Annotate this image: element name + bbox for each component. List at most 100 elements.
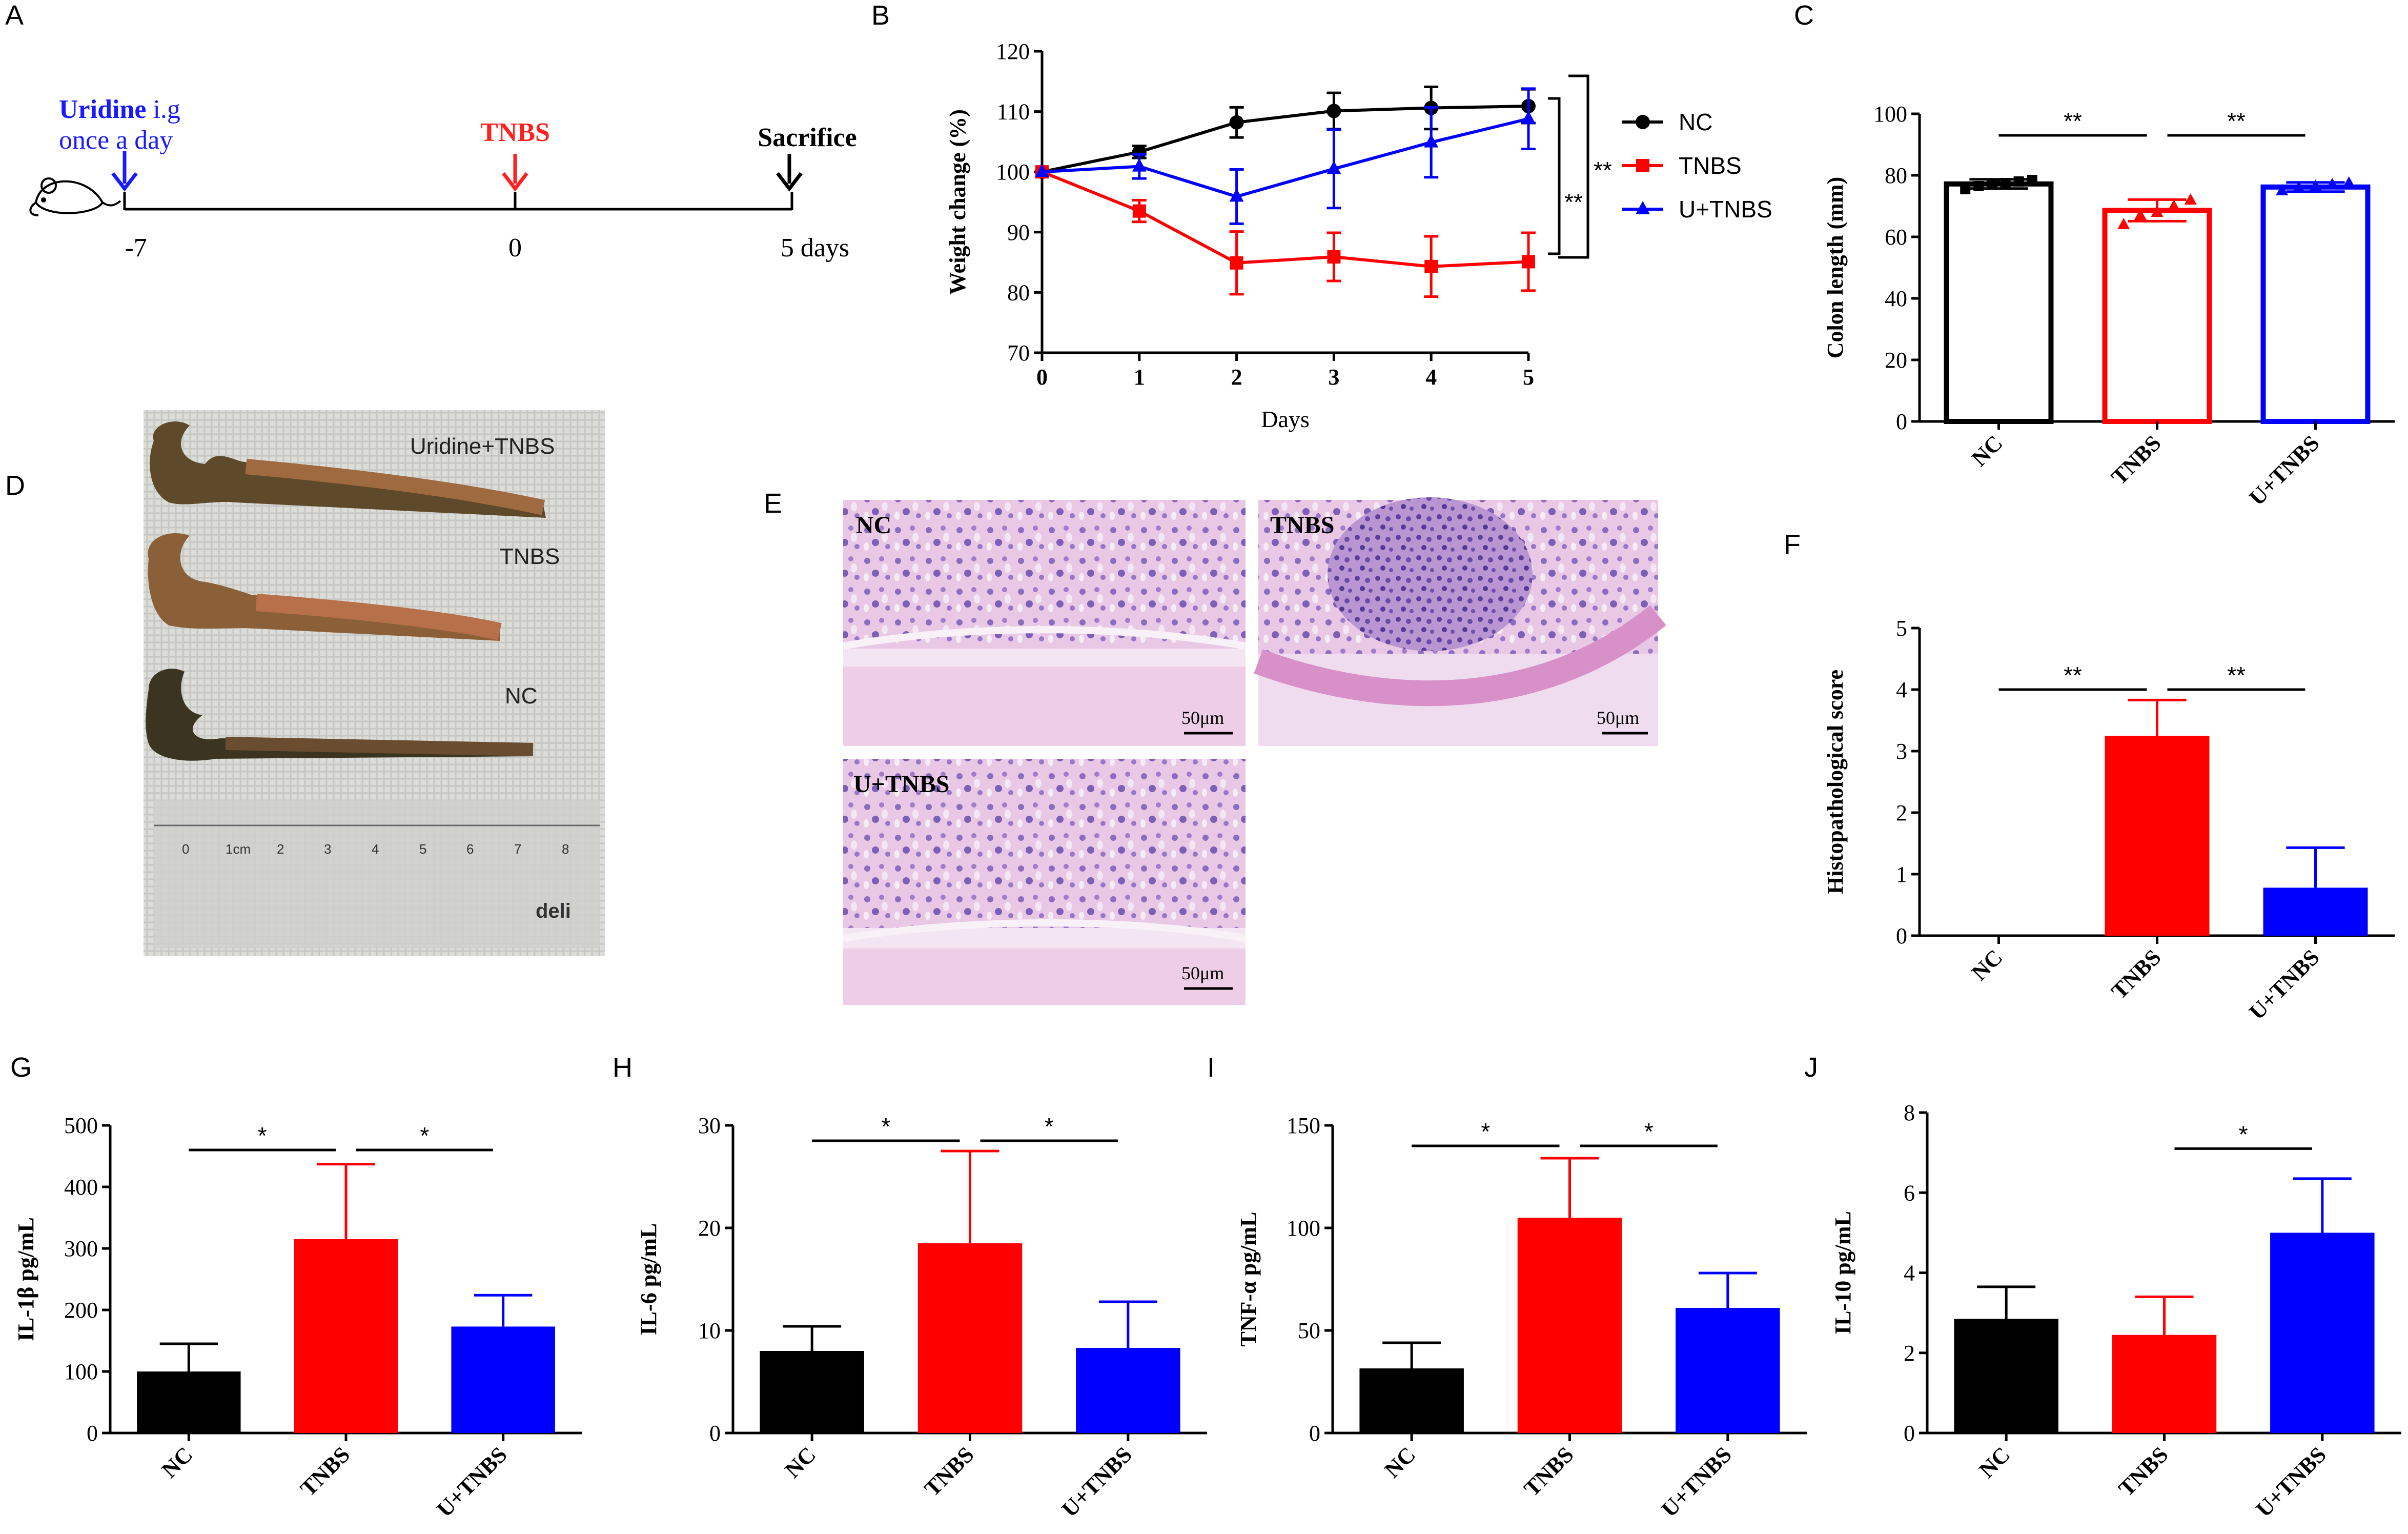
ruler-tick-3: 3: [324, 841, 331, 857]
histology-tnbs: TNBS 50μm: [1254, 497, 1666, 746]
time-start: -7: [125, 233, 147, 263]
bar-tnbs: [1517, 1218, 1622, 1433]
ruler: 0 1cm 2 3 4 5 6 7 8 deli: [154, 800, 600, 948]
data-point: [2000, 178, 2011, 188]
bar-utnbs: [1676, 1308, 1780, 1433]
chart-h-il6: 0 10 20 30 IL-6 pg/mL NC TNBS U+TNBS * *: [636, 1113, 1207, 1522]
x-tick-label: U+TNBS: [432, 1442, 512, 1522]
x-tick-label: NC: [1967, 944, 2008, 985]
panel-letter-g: G: [10, 1052, 32, 1083]
significance-label: *: [420, 1122, 429, 1149]
y-tick-label: 70: [1007, 340, 1030, 366]
uridine-arrow: [111, 151, 138, 192]
histology-label-nc: NC: [856, 512, 891, 539]
ruler-tick-6: 6: [466, 841, 474, 857]
y-tick-label: 4: [1896, 677, 1907, 702]
bar-tnbs: [294, 1239, 398, 1433]
y-tick-label: 120: [996, 39, 1030, 64]
photo-label-uridine-tnbs: Uridine+TNBS: [410, 434, 555, 459]
x-tick-label: U+TNBS: [1657, 1442, 1737, 1522]
data-point: [2326, 178, 2339, 189]
y-tick-label: 60: [1885, 225, 1907, 250]
photo-label-tnbs: TNBS: [500, 544, 560, 569]
significance-label: **: [2227, 662, 2246, 689]
panel-a-timeline: Uridine i.g once a day TNBS Sacrifice -7…: [29, 95, 857, 263]
time-mid: 0: [508, 233, 522, 263]
data-point: [1987, 179, 1997, 190]
ruler-tick-4: 4: [372, 841, 379, 857]
significance-label: **: [1594, 157, 1612, 184]
significance-label: *: [1644, 1118, 1654, 1145]
bar-utnbs: [2263, 887, 2368, 936]
panel-letter-d: D: [5, 470, 25, 501]
chart-b-weight-change: 70 80 90 100 110 120 Weight change (%) 0 1 2 3 4 5 Da…: [945, 39, 1772, 432]
x-tick-label: NC: [780, 1442, 821, 1483]
bar-tnbs: [2105, 736, 2210, 936]
chart-c-colon-length: 0 20 40 60 80 100 Colon length (mm) NC TNBS U+TNB…: [1823, 102, 2395, 511]
ruler-tick-7: 7: [514, 841, 521, 857]
x-tick-label: U+TNBS: [1057, 1442, 1137, 1522]
x-tick-label: 0: [1036, 365, 1048, 390]
significance-bracket-inner: [1548, 97, 1561, 255]
y-tick-label: 20: [1885, 348, 1907, 373]
y-tick-label: 400: [64, 1175, 98, 1200]
significance-label: **: [1564, 189, 1583, 215]
y-tick-label: 100: [1873, 102, 1907, 127]
legend-marker: [1636, 201, 1650, 214]
y-tick-label: 0: [1896, 923, 1907, 948]
bar-utnbs: [2260, 184, 2371, 424]
bar-nc: [1359, 1368, 1464, 1433]
y-tick-label: 200: [64, 1298, 98, 1323]
time-end: 5 days: [781, 233, 849, 263]
y-tick-label: 0: [1309, 1421, 1320, 1446]
y-axis-label: Weight change (%): [945, 109, 970, 295]
panel-letter-j: J: [1804, 1052, 1818, 1083]
data-point: [1327, 160, 1341, 174]
y-axis-label: IL-6 pg/mL: [636, 1223, 661, 1336]
data-point: [2013, 176, 2024, 187]
panel-e-histology: NC 50μm TNBS 50μm U+TNBS 50μm: [842, 497, 1666, 1005]
histology-label-tnbs: TNBS: [1270, 512, 1334, 539]
panel-letters: A B C D E F G H I J: [5, 0, 1818, 1083]
data-point: [1424, 134, 1439, 148]
data-point: [1424, 259, 1438, 273]
y-tick-label: 80: [1007, 280, 1030, 305]
bar-nc: [1944, 181, 2054, 424]
data-point: [1522, 255, 1535, 269]
significance-bracket-outer: [1558, 74, 1589, 259]
legend-label-utnbs: U+TNBS: [1679, 196, 1772, 223]
y-tick-label: 500: [64, 1113, 98, 1138]
ruler-tick-2: 2: [277, 841, 284, 857]
data-point: [1327, 104, 1341, 118]
tnbs-label: TNBS: [480, 118, 550, 147]
x-tick-label: NC: [1380, 1442, 1421, 1483]
y-tick-label: 300: [64, 1236, 98, 1261]
significance-label: **: [2064, 662, 2082, 689]
x-tick-label: NC: [157, 1442, 198, 1483]
legend-marker: [1636, 159, 1649, 172]
chart-j-il10: 0 2 4 6 8 IL-10 pg/mL NC TNBS U+TNBS *: [1830, 1100, 2401, 1522]
data-point: [1132, 158, 1147, 172]
data-point: [1973, 181, 1984, 191]
colon-tnbs: [148, 533, 502, 641]
data-point: [2117, 218, 2130, 229]
bar-nc: [760, 1351, 864, 1433]
x-tick-label: 1: [1134, 365, 1145, 390]
histology-label-utnbs: U+TNBS: [853, 771, 949, 798]
scale-bar-tnbs: 50μm: [1597, 708, 1639, 728]
y-tick-label: 40: [1885, 286, 1907, 311]
significance-label: *: [1045, 1113, 1054, 1140]
y-tick-label: 0: [1896, 409, 1907, 434]
x-tick-label: U+TNBS: [2251, 1442, 2331, 1522]
panel-letter-i: I: [1207, 1052, 1215, 1083]
x-tick-label: 4: [1425, 365, 1437, 390]
bar-nc: [1954, 1319, 2058, 1433]
y-tick-label: 100: [1287, 1216, 1320, 1241]
uridine-label: Uridine i.g: [59, 95, 180, 124]
series-line-utnbs: [1042, 117, 1529, 198]
data-point: [2342, 176, 2355, 188]
bar-utnbs: [2270, 1233, 2375, 1433]
x-axis-label: Days: [1261, 406, 1310, 432]
significance-label: *: [2239, 1121, 2248, 1147]
y-tick-label: 90: [1007, 220, 1030, 245]
